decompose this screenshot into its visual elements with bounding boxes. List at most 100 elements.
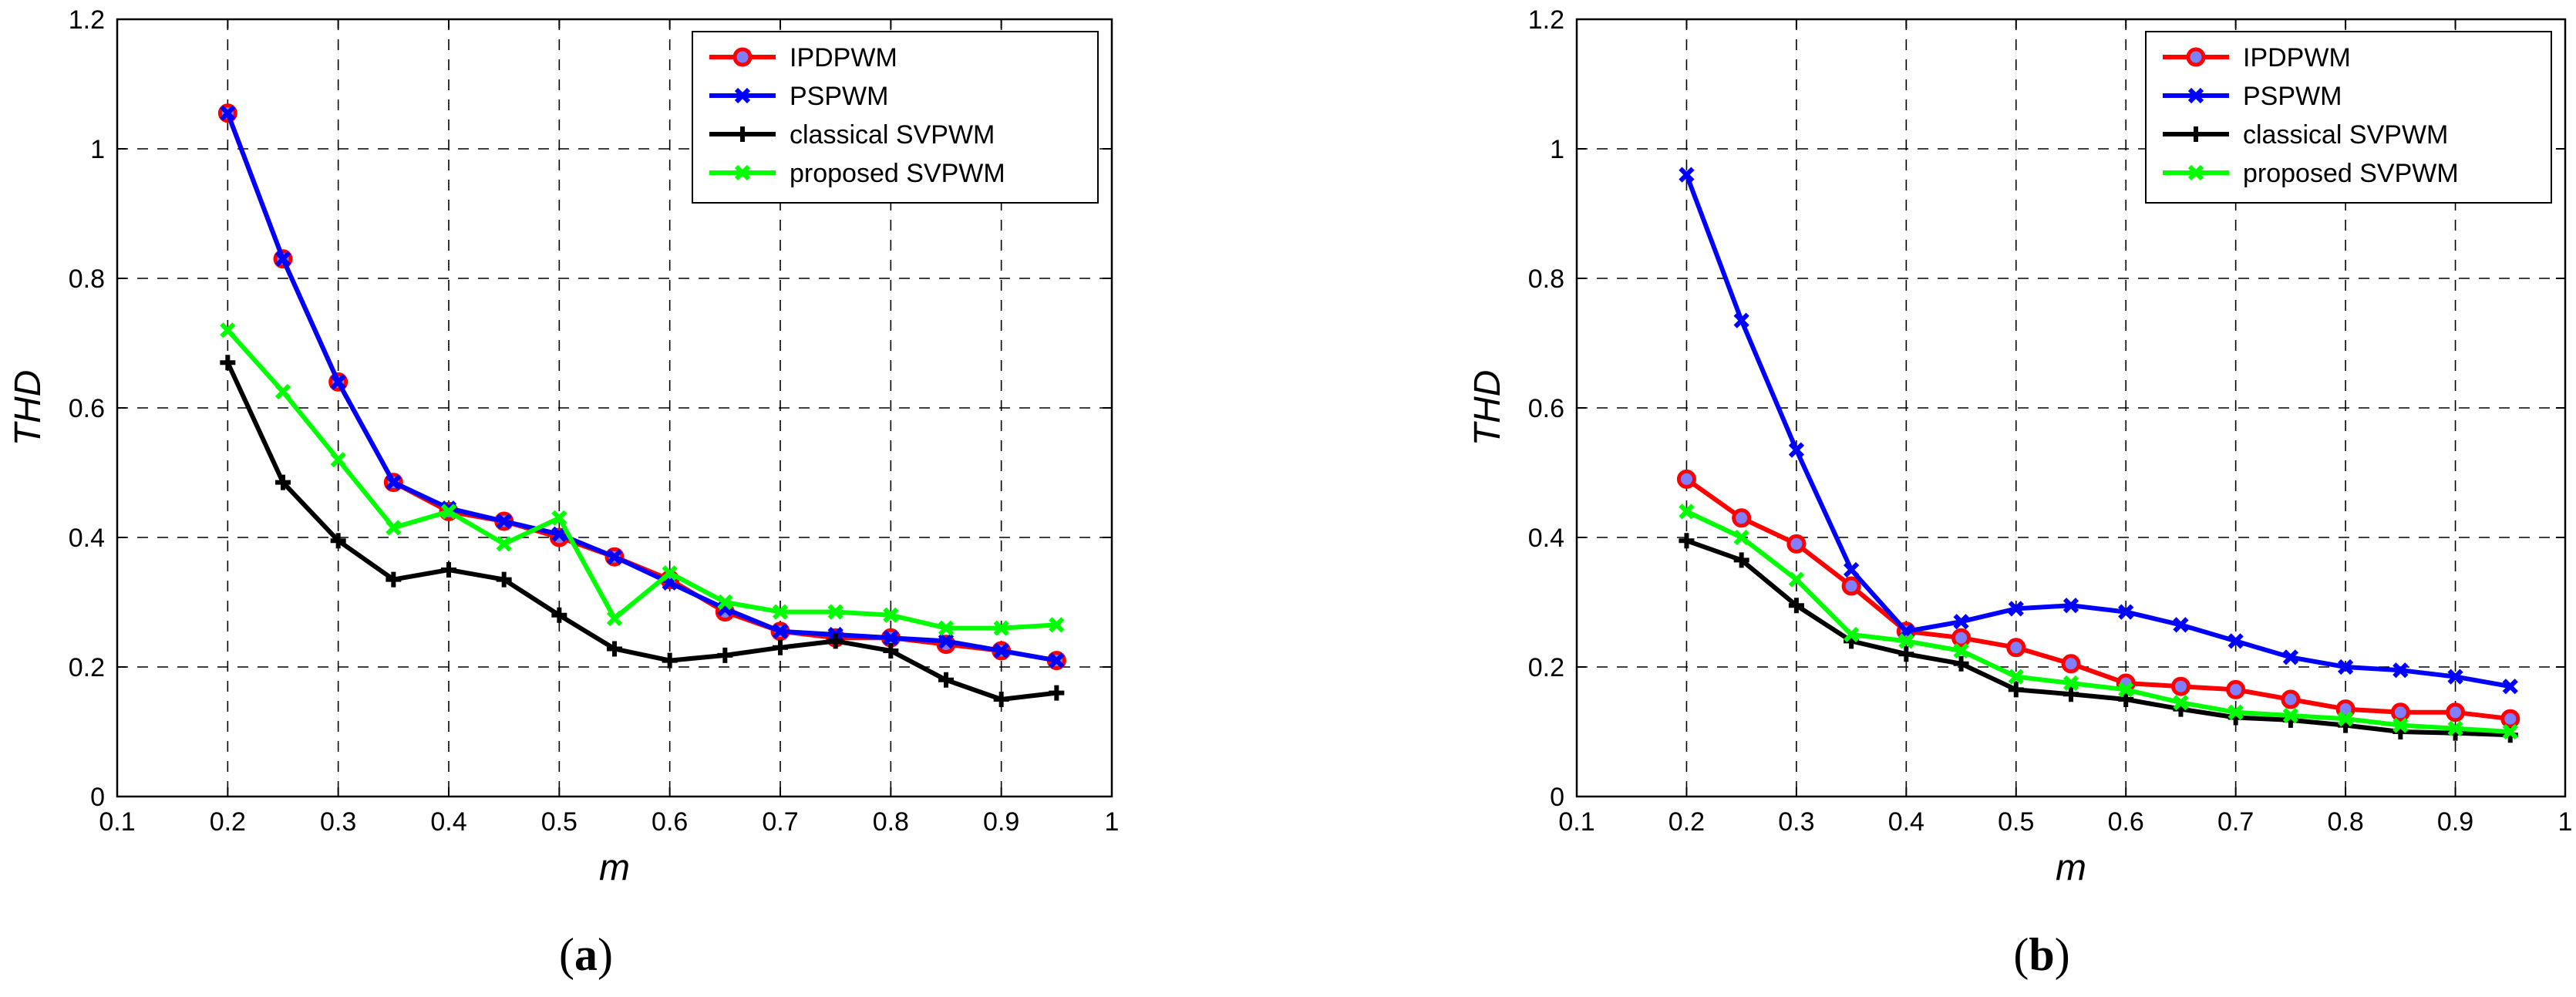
data-point bbox=[2006, 638, 2026, 658]
x-tick-label: 0.6 bbox=[2108, 807, 2144, 837]
data-point bbox=[1841, 576, 1861, 596]
legend-label: classical SVPWM bbox=[790, 120, 995, 150]
series-line bbox=[1685, 477, 2511, 722]
data-point bbox=[2062, 598, 2079, 614]
panel-label-letter: b bbox=[2029, 929, 2054, 980]
series-line bbox=[1685, 509, 2510, 734]
data-point bbox=[2008, 682, 2024, 698]
panel-label-close-paren: ) bbox=[598, 929, 613, 980]
x-tick-label: 0.1 bbox=[1558, 807, 1594, 837]
data-point bbox=[2061, 654, 2081, 674]
y-tick-label: 0.8 bbox=[69, 264, 105, 294]
panel-label: (a) bbox=[559, 929, 613, 980]
legend-label: PSPWM bbox=[2243, 82, 2342, 111]
data-point bbox=[220, 355, 236, 371]
data-point bbox=[496, 571, 512, 588]
x-tick-label: 0.7 bbox=[2217, 807, 2254, 837]
data-point bbox=[2008, 601, 2024, 617]
data-point bbox=[1733, 312, 1749, 328]
data-point bbox=[883, 630, 899, 646]
y-tick-label: 0.6 bbox=[69, 394, 105, 423]
data-point bbox=[1679, 167, 1695, 183]
legend-swatch-marker bbox=[2188, 126, 2204, 142]
x-tick-label: 0.2 bbox=[1669, 807, 1705, 837]
series-line bbox=[225, 112, 1057, 663]
chart-panel-b: 0.1 0.2 0.3 0.4 0.5 0.6 0.7 0.8 0.9 1 0 0.2 0.4 0.6 0.… bbox=[1467, 5, 2572, 980]
data-point bbox=[1049, 652, 1065, 669]
legend-label: proposed SVPWM bbox=[2243, 159, 2459, 188]
data-point bbox=[772, 623, 789, 639]
series-pspwm bbox=[1679, 167, 2518, 695]
legend-swatch-marker bbox=[2187, 87, 2204, 104]
data-point bbox=[2392, 717, 2409, 733]
data-point bbox=[1951, 628, 1972, 648]
data-point bbox=[1786, 534, 1807, 554]
data-point bbox=[938, 620, 955, 636]
data-point bbox=[1898, 633, 1914, 649]
legend-swatch-marker bbox=[2187, 164, 2204, 181]
data-point bbox=[274, 383, 291, 400]
y-tick-label: 0.4 bbox=[1528, 524, 1564, 553]
legend-swatch-marker bbox=[734, 164, 751, 181]
data-point bbox=[883, 643, 899, 658]
x-tick-label: 0.9 bbox=[2437, 807, 2473, 837]
x-tick-label: 0.5 bbox=[541, 807, 577, 837]
data-point bbox=[2170, 676, 2190, 696]
data-point bbox=[330, 374, 346, 390]
data-point bbox=[386, 571, 402, 588]
data-point bbox=[330, 533, 346, 549]
data-point bbox=[717, 594, 733, 611]
data-point bbox=[2500, 709, 2520, 729]
data-point bbox=[2282, 649, 2299, 665]
data-point bbox=[2118, 604, 2134, 620]
data-point bbox=[330, 452, 346, 468]
data-point bbox=[883, 607, 899, 623]
legend-label: PSPWM bbox=[790, 82, 888, 111]
data-point bbox=[1953, 642, 1969, 659]
data-point bbox=[827, 604, 844, 620]
data-point bbox=[606, 610, 623, 627]
data-point bbox=[496, 536, 512, 552]
panel-label-open-paren: ( bbox=[559, 929, 574, 980]
data-point bbox=[220, 105, 236, 121]
data-point bbox=[607, 641, 622, 657]
series-proposed-svpwm bbox=[220, 322, 1065, 636]
data-point bbox=[2447, 720, 2463, 736]
x-tick-label: 1 bbox=[1105, 807, 1120, 837]
data-point bbox=[2062, 675, 2079, 692]
data-point bbox=[386, 474, 402, 490]
data-point bbox=[993, 692, 1009, 707]
series-pspwm bbox=[220, 105, 1065, 669]
data-point bbox=[1843, 561, 1860, 578]
legend-swatch-marker bbox=[2186, 47, 2206, 67]
data-point bbox=[275, 474, 291, 490]
data-point bbox=[1733, 529, 1749, 546]
panel-label-letter: a bbox=[574, 929, 598, 980]
y-tick-label: 0 bbox=[1550, 783, 1564, 812]
x-axis-title: m bbox=[599, 847, 630, 888]
data-point bbox=[2337, 711, 2354, 727]
x-tick-label: 0.2 bbox=[210, 807, 246, 837]
data-point bbox=[1676, 469, 1696, 489]
legend: IPDPWM PSPWM classical SVPWM proposed SVPWM bbox=[692, 31, 1099, 204]
x-tick-label: 0.6 bbox=[652, 807, 688, 837]
x-tick-label: 0.3 bbox=[320, 807, 356, 837]
data-point bbox=[2227, 633, 2244, 649]
data-point bbox=[1679, 504, 1695, 520]
series-classical-svpwm bbox=[220, 355, 1065, 707]
y-tick-label: 0.6 bbox=[1528, 394, 1564, 423]
legend-item: IPDPWM bbox=[2163, 43, 2351, 72]
data-point bbox=[2446, 702, 2466, 722]
data-point bbox=[551, 607, 567, 623]
x-tick-label: 0.5 bbox=[1998, 807, 2034, 837]
series-proposed-svpwm bbox=[1679, 504, 2518, 740]
legend-label: classical SVPWM bbox=[2243, 120, 2448, 150]
legend-item: IPDPWM bbox=[709, 43, 897, 72]
data-point bbox=[1732, 508, 1752, 528]
x-tick-label: 0.8 bbox=[2327, 807, 2363, 837]
data-point bbox=[662, 652, 678, 669]
data-point bbox=[1788, 598, 1804, 614]
y-tick-label: 0.2 bbox=[1528, 653, 1564, 682]
legend-item: proposed SVPWM bbox=[709, 159, 1005, 188]
legend-item: classical SVPWM bbox=[709, 120, 995, 150]
